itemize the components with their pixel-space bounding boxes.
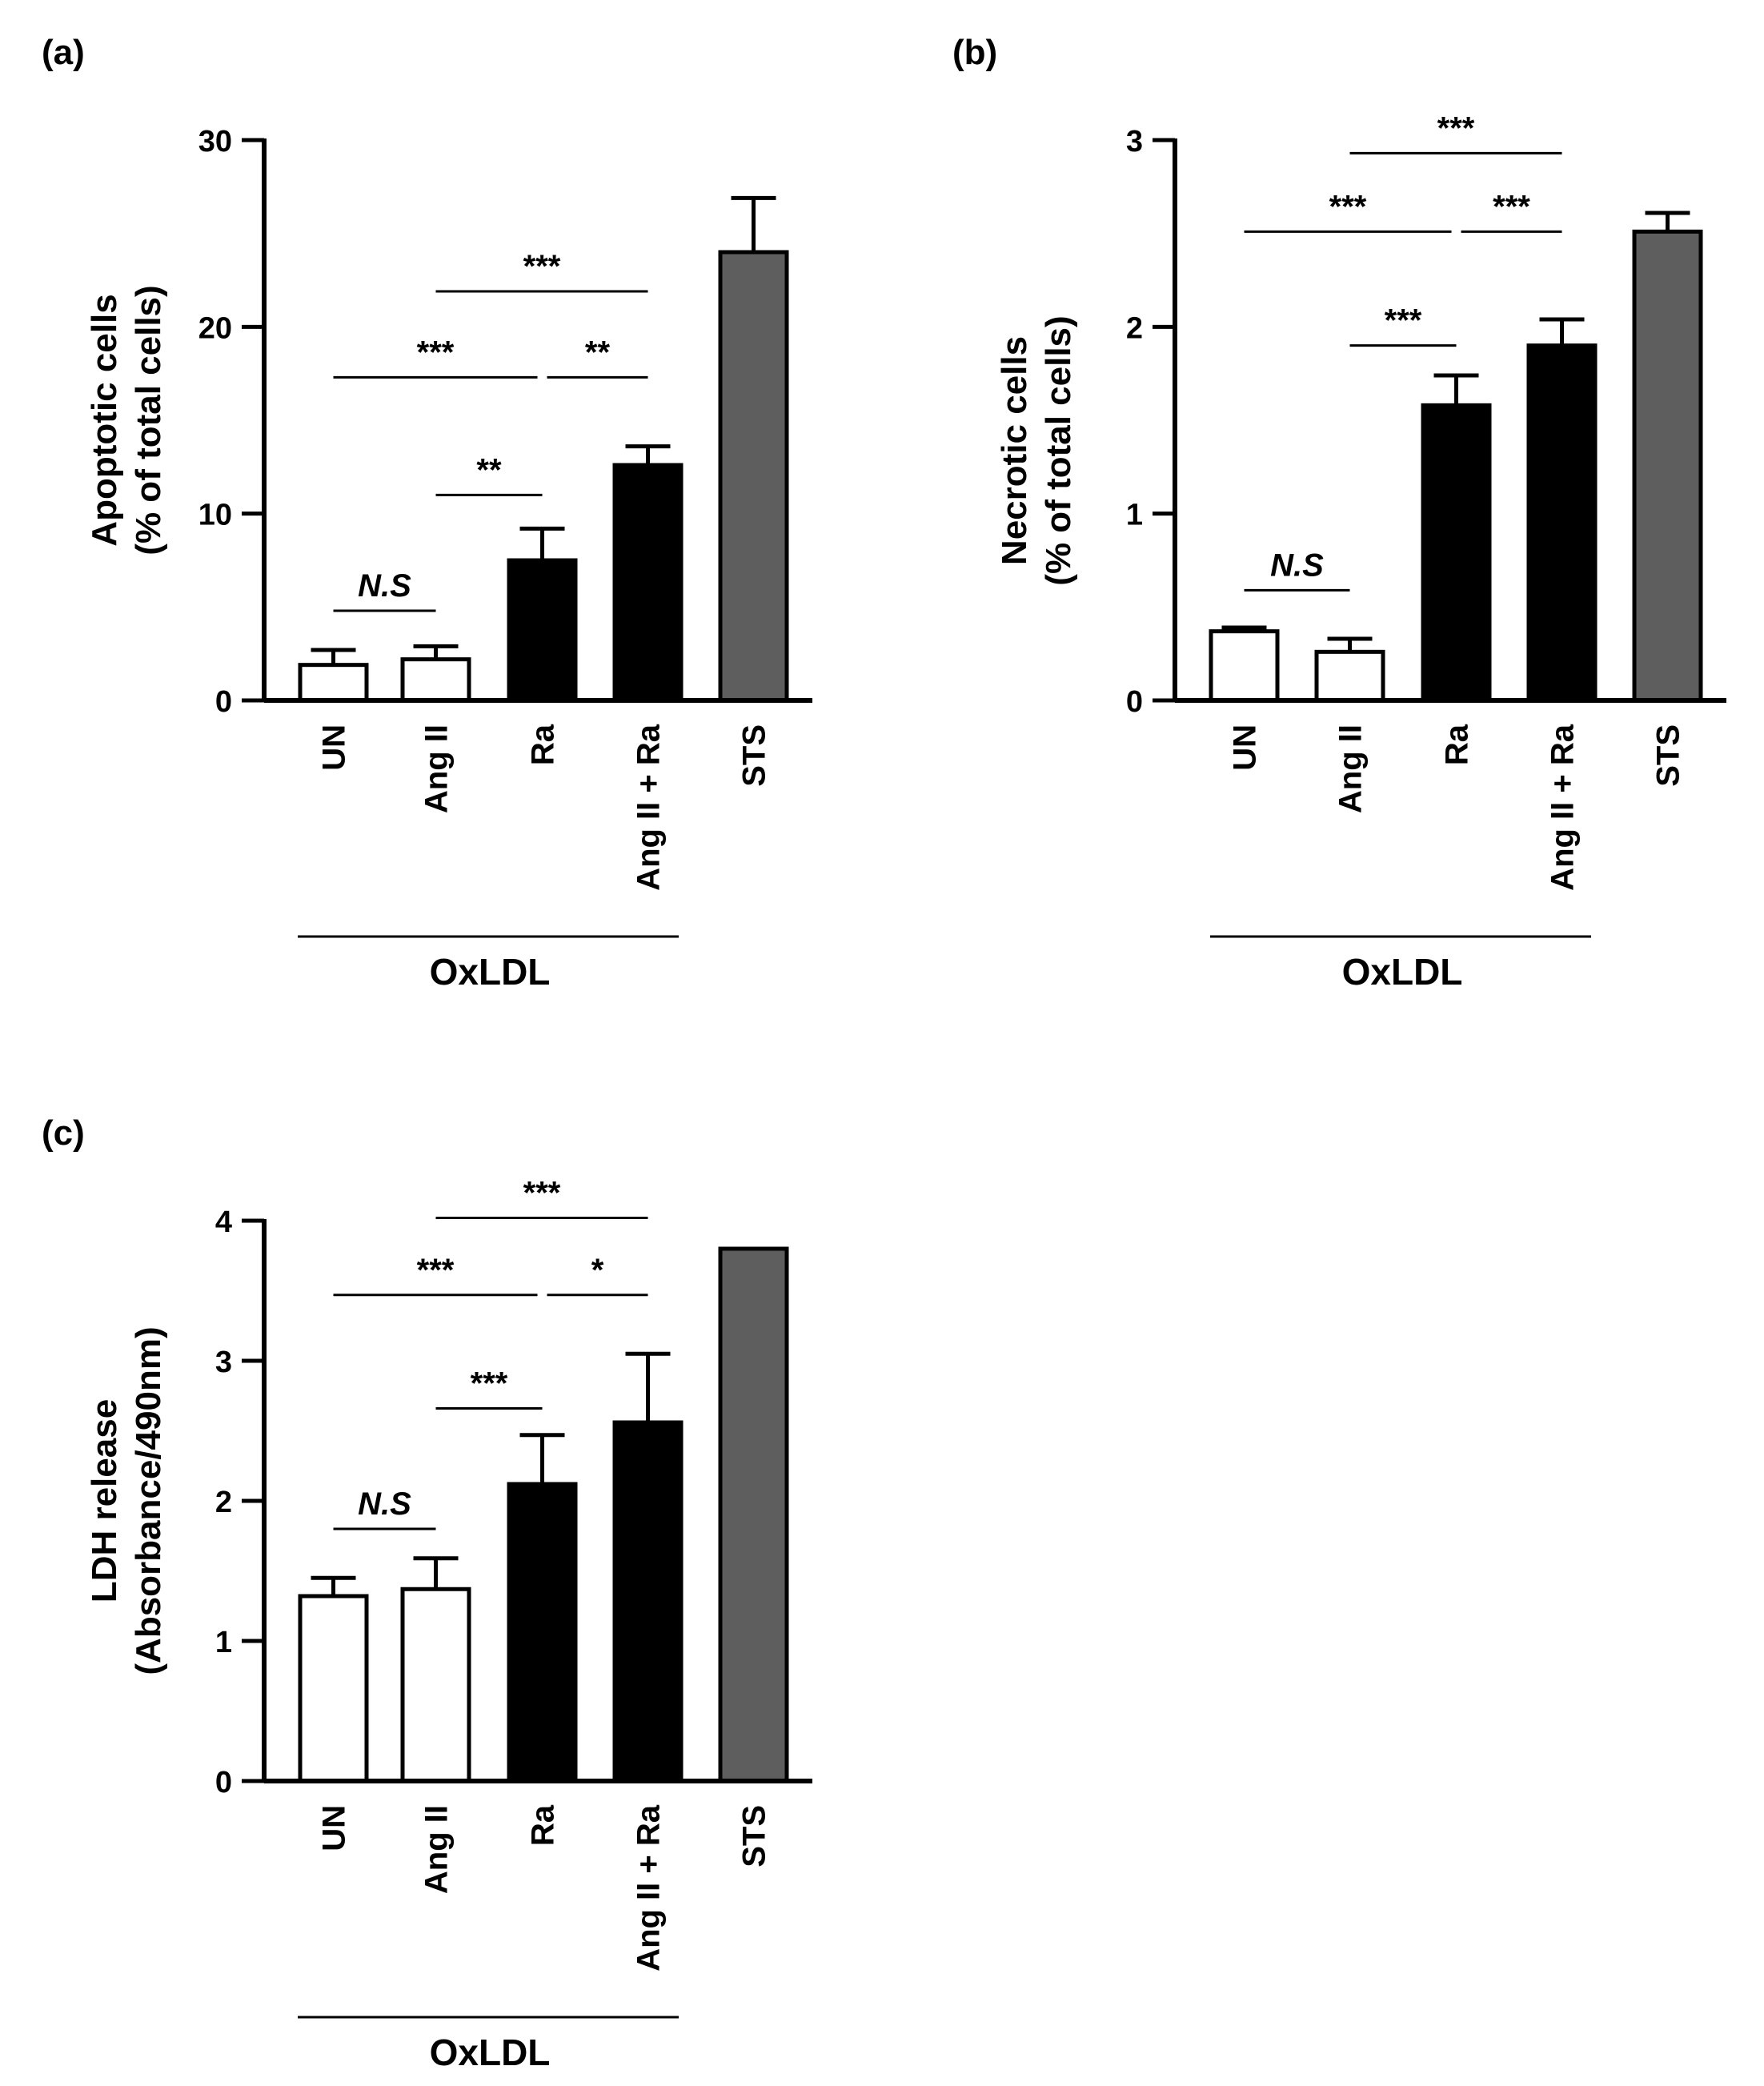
x-tick-label: STS (737, 724, 772, 787)
bar (718, 1246, 789, 1783)
bar (400, 1587, 471, 1783)
x-tick-label: Ang II (1333, 724, 1369, 813)
y-tick-label: 2 (215, 1486, 232, 1519)
y-axis-label: LDH release (85, 1399, 124, 1603)
y-tick-label: 0 (1126, 685, 1143, 719)
x-tick-label: STS (737, 1805, 772, 1867)
significance-label: N.S (1270, 548, 1324, 583)
y-tick-label: 1 (215, 1626, 232, 1659)
significance-label: *** (1385, 303, 1422, 339)
x-tick-label: STS (1651, 724, 1686, 787)
bar (1421, 403, 1492, 703)
x-tick-label: Ang II + Ra (631, 1804, 667, 1972)
x-tick-label: UN (317, 724, 352, 771)
significance-label: * (591, 1253, 604, 1288)
y-tick-label: 0 (215, 685, 232, 719)
bar (612, 1420, 684, 1783)
significance-label: ** (476, 452, 502, 487)
significance-label: *** (1329, 189, 1367, 224)
significance-label: *** (523, 1176, 561, 1211)
y-tick-label: 1 (1126, 499, 1143, 532)
x-tick-label: Ang II (419, 724, 455, 813)
group-label: OxLDL (430, 2032, 551, 2073)
y-tick-label: 3 (1126, 125, 1143, 158)
chart-panel-a: (a) Apoptotic cells (% of total cells) 0 10 2… (42, 33, 812, 993)
significance-label: ** (585, 335, 611, 370)
significance-label: *** (1493, 189, 1530, 224)
significance-label: *** (523, 249, 561, 284)
y-tick-label: 10 (198, 499, 232, 532)
panel-label: (a) (42, 33, 85, 72)
bar (1314, 649, 1385, 703)
bar (507, 1482, 578, 1783)
bar (718, 250, 789, 703)
panel-label: (b) (952, 33, 997, 72)
y-axis-label-units: (Absorbance/490nm) (129, 1326, 168, 1675)
significance-label: *** (471, 1366, 508, 1402)
x-tick-label: Ang II + Ra (631, 724, 667, 891)
x-tick-label: UN (317, 1805, 352, 1851)
y-tick-label: 2 (1126, 311, 1143, 345)
bar (400, 657, 471, 703)
y-tick-label: 0 (215, 1766, 232, 1799)
bar (298, 663, 369, 703)
x-tick-label: UN (1228, 724, 1263, 771)
group-label: OxLDL (430, 951, 551, 993)
y-axis-label-units: (% of total cells) (1039, 315, 1078, 585)
x-tick-label: Ra (526, 724, 561, 765)
y-tick-label: 30 (198, 125, 232, 158)
y-tick-label: 4 (215, 1205, 232, 1239)
bar (1526, 343, 1598, 703)
group-label: OxLDL (1342, 951, 1463, 993)
chart-panel-c: (c) LDH release (Absorbance/490nm) 0 1 2 3 4 UN A… (42, 1113, 812, 2073)
x-tick-label: Ra (526, 1804, 561, 1846)
chart-panel-b: (b) Necrotic cells (% of total cells) 0 1 2 3 U… (952, 33, 1726, 993)
bar (1632, 229, 1703, 703)
bar (1209, 629, 1280, 703)
significance-label: *** (417, 1253, 455, 1288)
bar (507, 558, 578, 703)
y-axis-label-units: (% of total cells) (129, 285, 168, 555)
significance-label: *** (1437, 110, 1475, 146)
y-tick-label: 3 (215, 1346, 232, 1379)
x-tick-label: Ang II + Ra (1546, 724, 1581, 891)
y-axis-label: Necrotic cells (995, 336, 1034, 565)
panel-label: (c) (42, 1113, 85, 1153)
bar (298, 1594, 369, 1783)
bar (612, 463, 684, 703)
significance-label: *** (417, 335, 455, 370)
y-tick-label: 20 (198, 311, 232, 345)
significance-label: N.S (358, 568, 411, 604)
significance-label: N.S (358, 1486, 411, 1522)
x-tick-label: Ra (1440, 724, 1475, 765)
y-axis-label: Apoptotic cells (85, 294, 124, 546)
x-tick-label: Ang II (419, 1805, 455, 1894)
